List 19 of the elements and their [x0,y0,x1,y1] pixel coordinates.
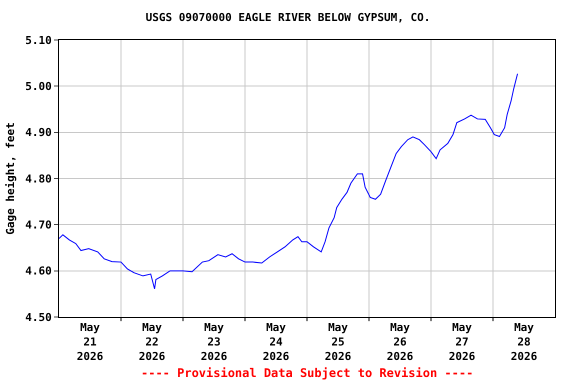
x-tick-label: May 22 2026 [138,321,166,363]
x-tick-label: May 25 2026 [324,321,352,363]
x-tick-label: May 26 2026 [386,321,414,363]
y-tick-label: 4.90 [25,126,52,140]
x-tick-label: May 28 2026 [510,321,538,363]
line-series [59,73,518,290]
y-axis-title: Gage height, feet [4,122,17,235]
y-tick-label: 4.80 [25,172,52,186]
text: ---- Provisional Data Subject to Revision ---- [141,366,474,380]
x-tick-label: May 21 2026 [76,321,104,363]
y-tick-label: 4.70 [25,218,52,232]
x-tick-label: May 23 2026 [200,321,228,363]
y-tick-label: 5.10 [25,34,52,47]
chart-title: USGS 09070000 EAGLE RIVER BELOW GYPSUM, CO. [146,11,430,24]
y-tick-label: 4.50 [25,310,52,324]
y-tick-label: 5.00 [25,80,52,94]
x-tick-label: May 27 2026 [448,321,476,363]
x-tick-label: May 24 2026 [262,321,290,363]
y-tick-label: 4.60 [25,264,52,278]
